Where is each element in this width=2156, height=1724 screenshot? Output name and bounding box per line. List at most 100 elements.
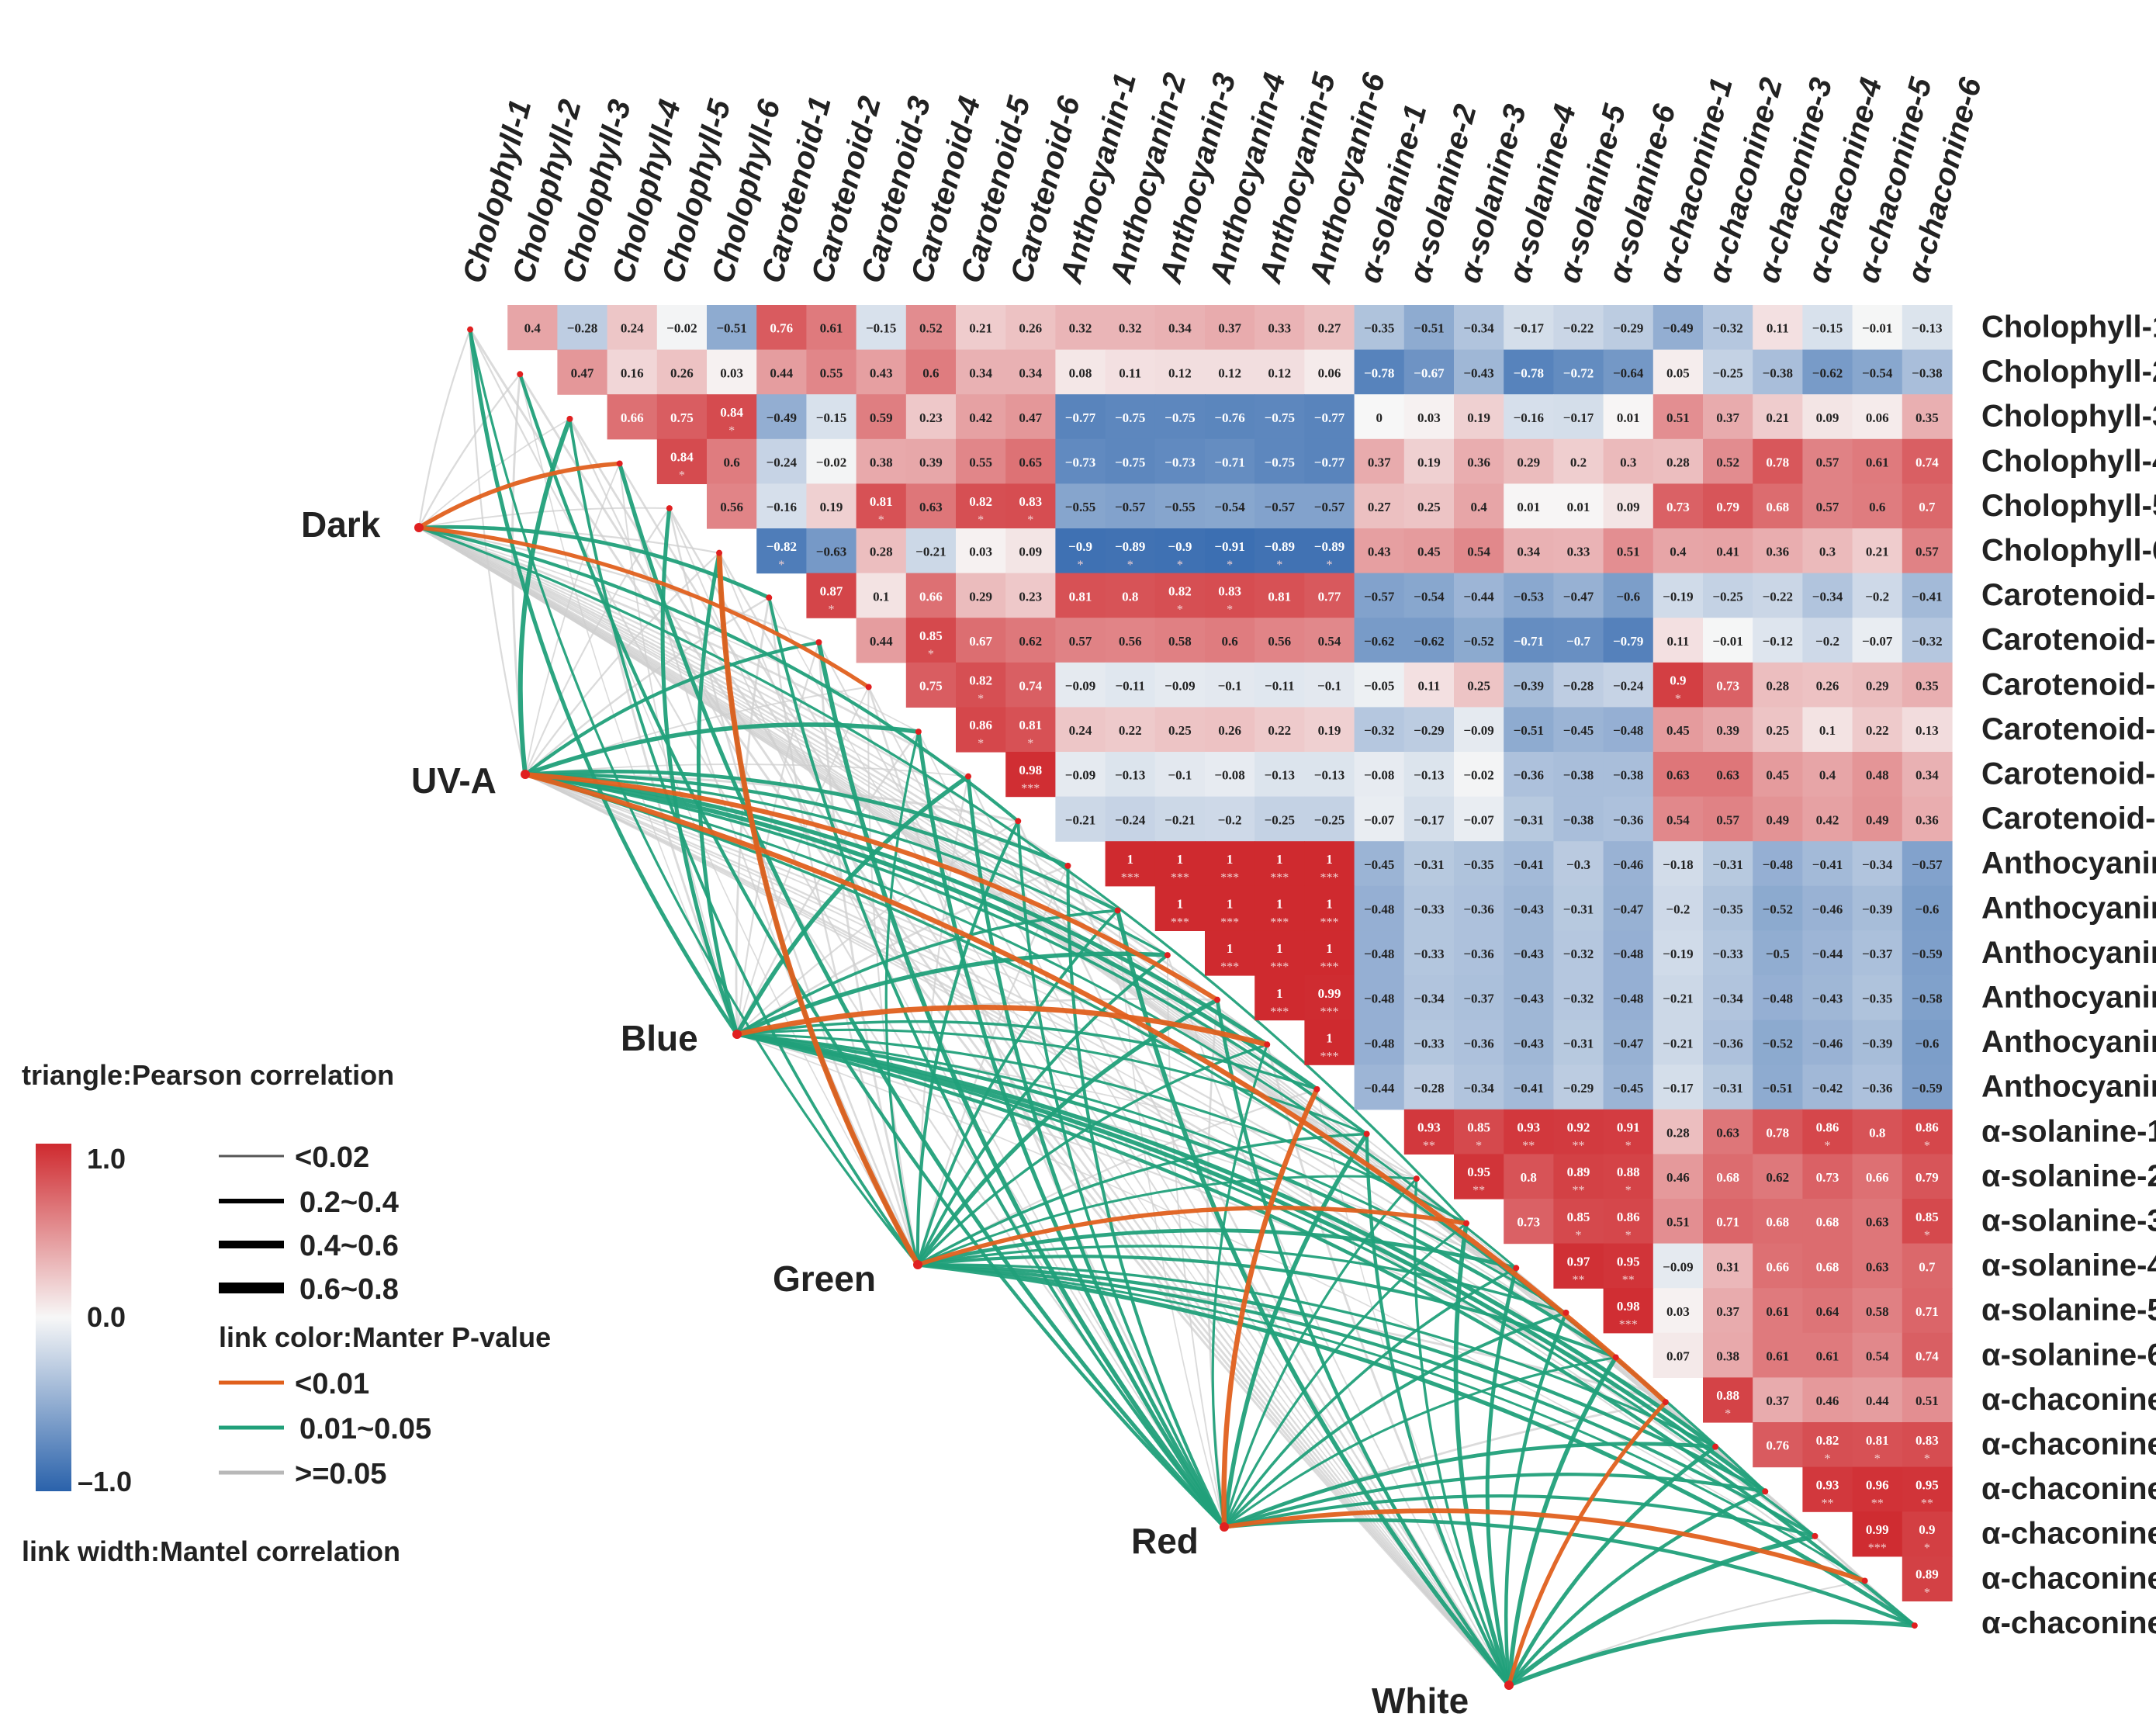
cell-value: −0.77 — [1065, 410, 1096, 425]
heatmap-cell: −0.36 — [1504, 752, 1554, 798]
cell-value: −0.52 — [1463, 634, 1493, 649]
cell-value: 0.32 — [1119, 321, 1142, 336]
cell-significance: ** — [1871, 1497, 1884, 1510]
cell-value: 0.27 — [1368, 500, 1391, 514]
heatmap-cell: 1 *** — [1254, 841, 1305, 887]
cell-value: 0.01 — [1567, 500, 1590, 514]
legend-title: triangle:Pearson correlation — [22, 1059, 394, 1091]
heatmap-cell: −0.31 — [1504, 796, 1554, 842]
row-label: α-solanine-2 — [1981, 1159, 2156, 1193]
cell-significance: * — [728, 424, 735, 438]
diagonal-anchor — [1612, 1354, 1619, 1361]
cell-value: 0.43 — [870, 365, 893, 380]
cell-value: 0.66 — [1766, 1259, 1789, 1274]
cell-value: −0.1 — [1168, 768, 1192, 783]
heatmap-cell: 0.11 — [1753, 305, 1803, 351]
cell-value: 0.44 — [770, 365, 793, 380]
heatmap-cell: −0.9 * — [1154, 528, 1206, 574]
heatmap-cell: 0.36 — [1902, 796, 1953, 842]
cell-value: 0.78 — [1766, 455, 1789, 470]
diagonal-anchor — [865, 684, 872, 691]
cell-value: −0.39 — [1514, 679, 1544, 694]
cell-value: 0.54 — [1666, 812, 1690, 827]
heatmap-cell: −0.48 — [1354, 975, 1405, 1021]
heatmap-cell: 0.34 — [1902, 752, 1953, 798]
cell-value: 0.07 — [1666, 1349, 1690, 1364]
heatmap-cell: 0.86 * — [1902, 1109, 1953, 1155]
cell-value: −0.46 — [1613, 857, 1643, 872]
cell-value: −0.22 — [1563, 321, 1594, 336]
cell-value: 0.93 — [1816, 1477, 1839, 1492]
diagonal-anchor — [1164, 952, 1171, 959]
cell-value: 0.99 — [1318, 986, 1341, 1001]
colorbar — [36, 1144, 71, 1491]
cell-value: −0.49 — [767, 410, 797, 425]
cell-value: −0.77 — [1314, 410, 1345, 425]
mantel-link — [417, 373, 521, 528]
cell-value: 0.11 — [1417, 679, 1440, 694]
cell-value: −0.38 — [1763, 365, 1793, 380]
heatmap-cell: −0.34 — [1454, 1065, 1504, 1110]
node-label: Green — [773, 1258, 876, 1299]
heatmap-cell: 0.66 — [1852, 1154, 1903, 1200]
heatmap-cell: −0.44 — [1802, 930, 1853, 976]
cell-value: 0.16 — [621, 365, 644, 380]
cell-value: −0.58 — [1912, 992, 1942, 1006]
heatmap-cell: 0.35 — [1902, 394, 1953, 440]
mantel-link — [884, 731, 920, 1265]
cell-value: −0.35 — [1364, 321, 1394, 336]
cell-value: 0.56 — [1119, 634, 1142, 649]
cell-value: −0.48 — [1613, 723, 1643, 738]
row-label: Carotenoid-6 — [1981, 801, 2156, 836]
diagonal-anchor — [915, 729, 922, 736]
mantel-link — [735, 951, 1168, 1037]
diagonal-anchor — [766, 594, 773, 601]
cell-value: 0.88 — [1716, 1388, 1739, 1403]
heatmap-cell: 0.42 — [956, 394, 1006, 440]
heatmap-cell: −0.76 — [1205, 394, 1255, 440]
mantel-link — [524, 773, 1368, 1136]
heatmap-cell: −0.73 — [1154, 438, 1206, 484]
cell-value: −0.36 — [1514, 768, 1544, 783]
heatmap-cell: −0.34 — [1802, 573, 1853, 618]
cell-value: 0.03 — [1417, 410, 1441, 425]
cell-value: −0.36 — [1862, 1081, 1892, 1096]
heatmap-cell: 0.82 * — [1154, 573, 1206, 618]
cell-value: −0.64 — [1613, 365, 1644, 380]
heatmap-cell: −0.36 — [1852, 1065, 1903, 1110]
cell-value: −0.33 — [1414, 947, 1444, 961]
heatmap-cell: 0.76 — [1753, 1422, 1803, 1468]
heatmap-cell: 0.1 — [856, 573, 907, 618]
cell-value: 0.21 — [1766, 410, 1789, 425]
cell-value: −0.48 — [1364, 902, 1394, 917]
heatmap-cell: 0.82 * — [956, 662, 1006, 708]
cell-value: −0.02 — [816, 455, 846, 470]
heatmap-cell: 0.98 *** — [1603, 1288, 1654, 1334]
diagonal-anchor — [716, 549, 723, 556]
cell-value: 0.21 — [1866, 545, 1889, 559]
cell-value: 0.25 — [1766, 723, 1789, 738]
heatmap-cell: 0.8 — [1105, 573, 1156, 618]
cell-value: 0.19 — [1318, 723, 1341, 738]
heatmap-cell: −0.31 — [1553, 885, 1604, 931]
heatmap-cell: −0.09 — [1652, 1243, 1704, 1289]
row-label: α-chaconine-1 — [1981, 1383, 2156, 1417]
mantel-link — [1507, 1619, 1915, 1688]
diagonal-anchor — [666, 505, 673, 512]
heatmap-cell: 0.86 * — [1603, 1199, 1654, 1245]
cell-value: 0.33 — [1268, 321, 1291, 336]
cell-value: −0.15 — [866, 321, 896, 336]
heatmap-cell: −0.62 — [1403, 618, 1455, 663]
mantel-link — [768, 597, 919, 1265]
cell-value: −0.36 — [1712, 1036, 1742, 1051]
heatmap-cell: 0.25 — [1154, 707, 1206, 753]
node-label: Blue — [621, 1018, 698, 1058]
heatmap-cell: −0.48 — [1354, 1020, 1405, 1065]
cell-value: −0.44 — [1463, 589, 1494, 604]
mantel-link — [816, 642, 1227, 1528]
cell-value: −0.31 — [1712, 857, 1742, 872]
cell-value: 0.35 — [1915, 679, 1939, 694]
row-label: Anthocyanin-4 — [1981, 980, 2156, 1014]
cell-value: 0.13 — [1915, 723, 1939, 738]
cell-value: 0.86 — [969, 718, 992, 732]
